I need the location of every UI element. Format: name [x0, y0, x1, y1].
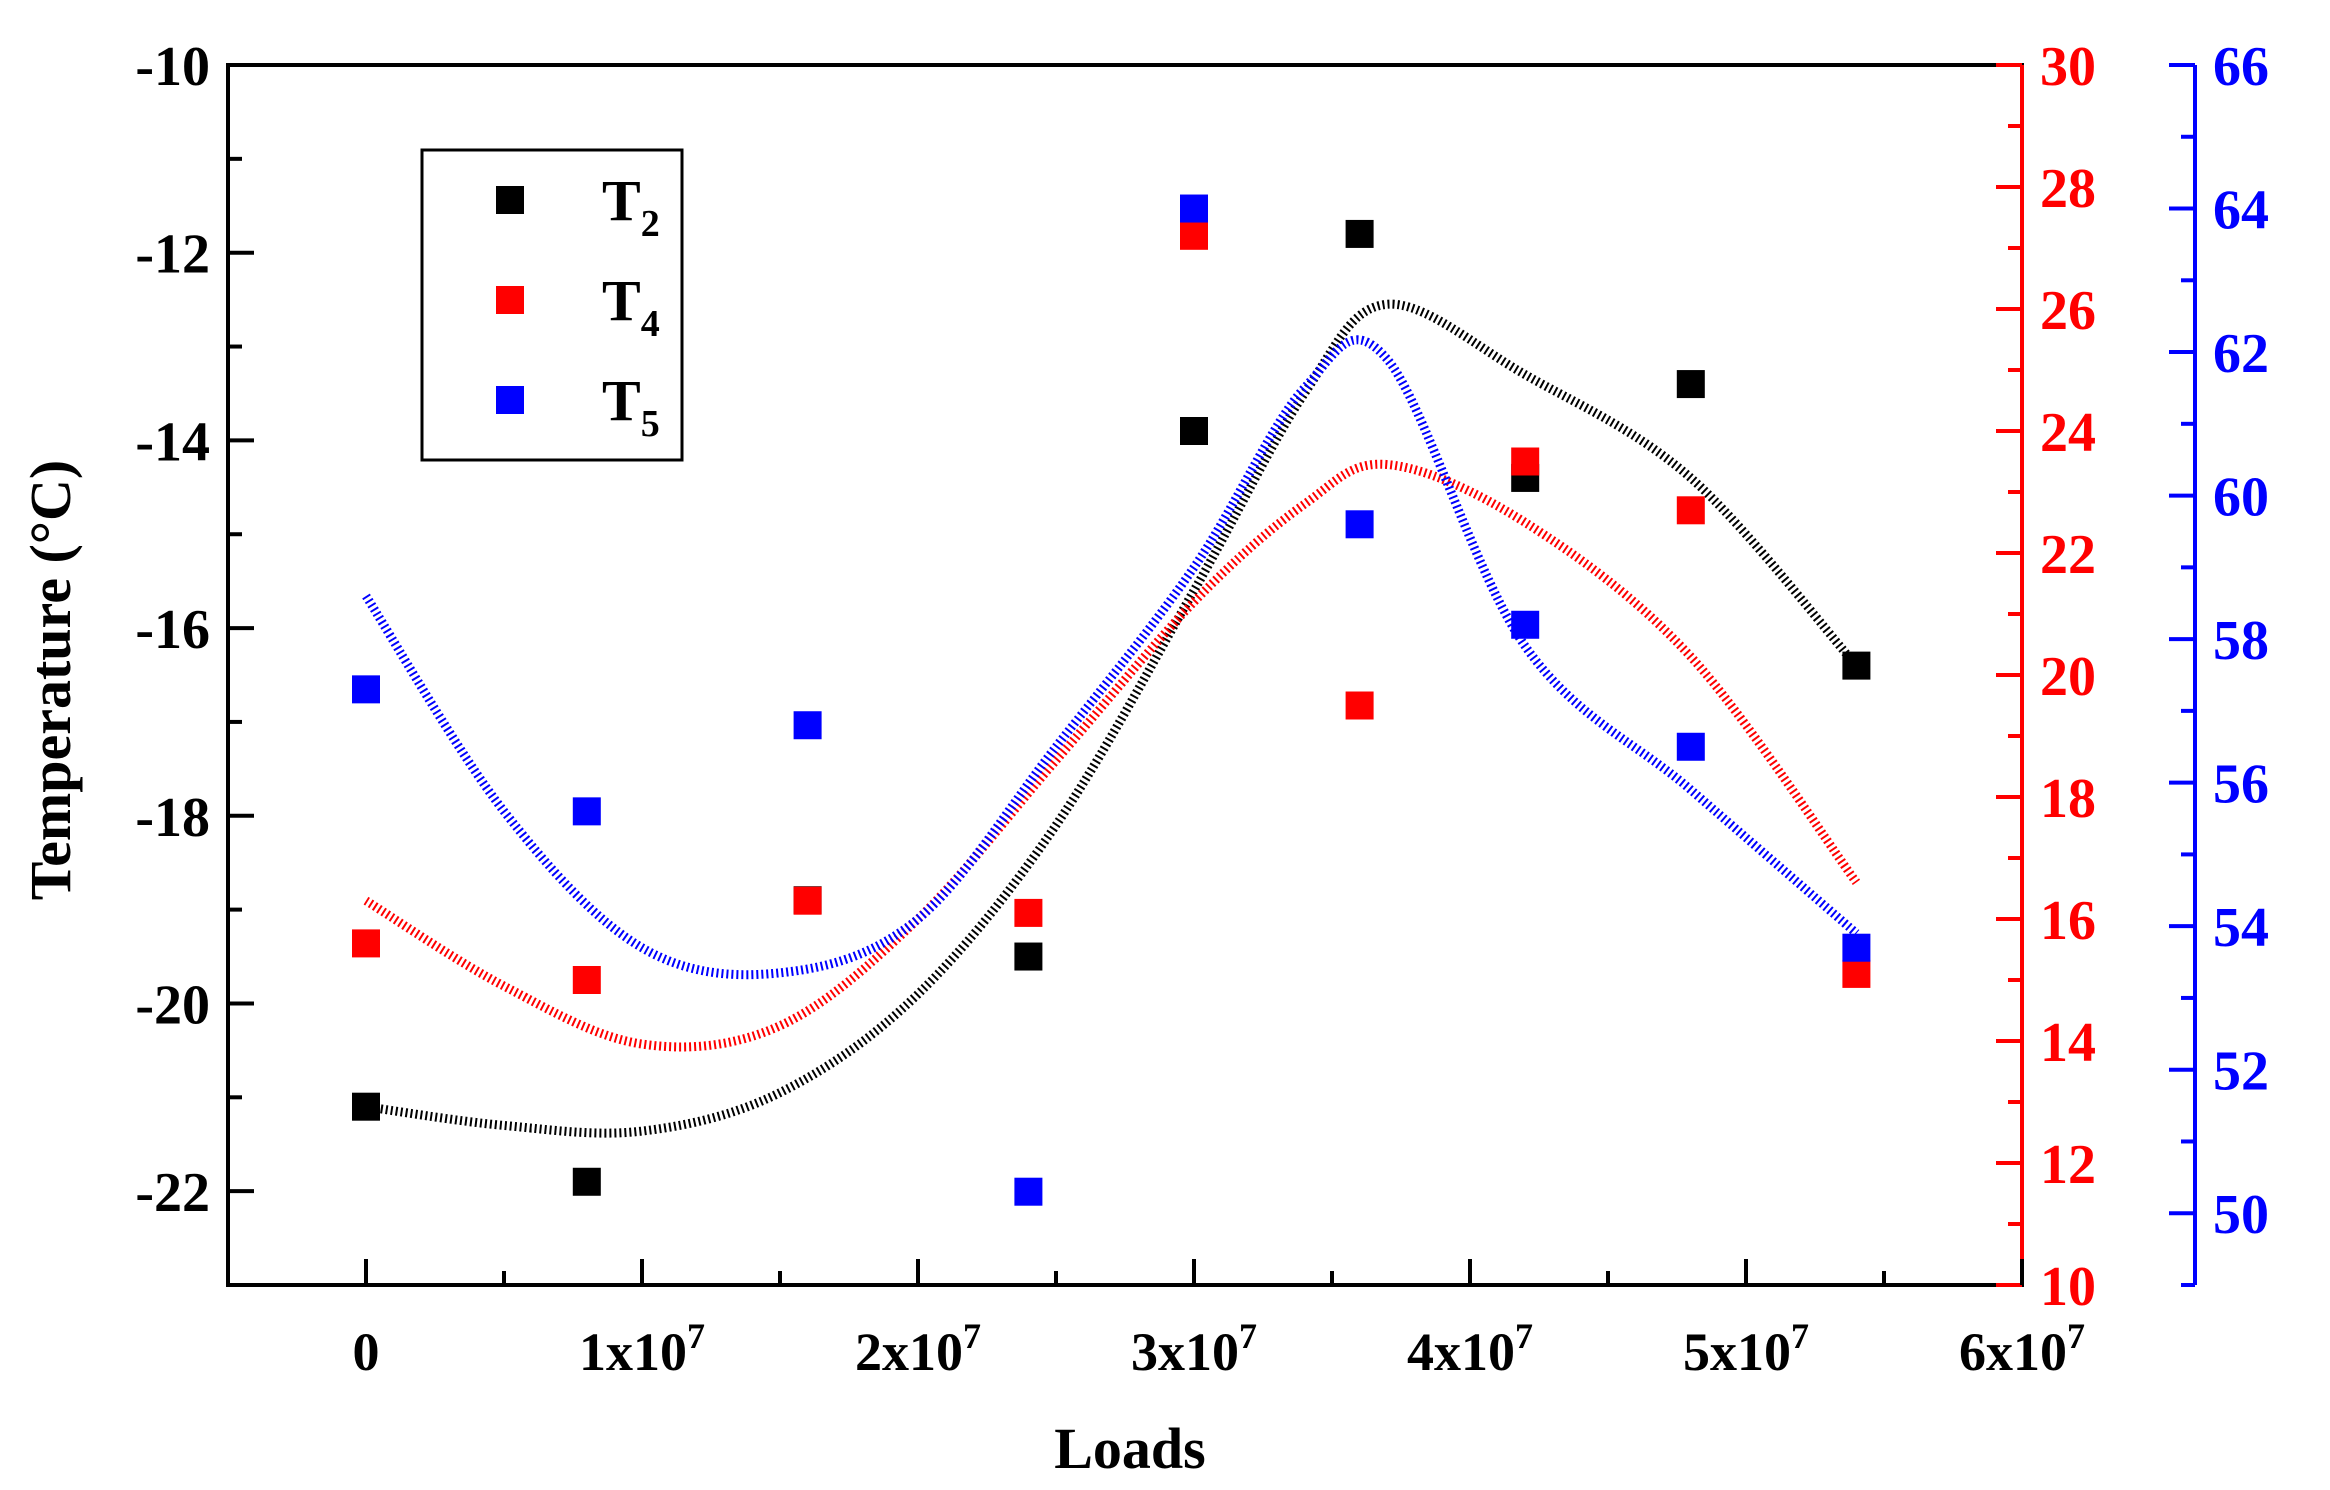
data-point-t4	[1345, 691, 1374, 720]
data-point-t4	[1180, 221, 1208, 250]
data-point-t2	[1676, 370, 1705, 399]
left-tick-label: -14	[135, 411, 210, 473]
x-tick-label: 6x107	[1959, 1316, 2085, 1382]
data-point-t4	[1676, 496, 1705, 525]
x-tick-label: 2x107	[855, 1316, 981, 1382]
data-point-t5	[1345, 510, 1374, 539]
data-point-t4	[572, 966, 601, 994]
right1-tick-label: 24	[2040, 402, 2096, 464]
data-point-t4	[1014, 898, 1043, 927]
left-y-axis: -22 -20 -18 -16 -14 -12 -10	[135, 36, 254, 1287]
right1-tick-label: 10	[2040, 1256, 2096, 1318]
right1-tick-label: 12	[2040, 1134, 2096, 1196]
y-axis-label: Temperature (°C)	[18, 460, 83, 900]
legend: T2 T4 T5	[420, 148, 684, 462]
x-tick-label: 3x107	[1131, 1316, 1257, 1382]
right1-tick-label: 14	[2040, 1012, 2096, 1074]
data-points	[352, 194, 1871, 1206]
x-tick-label: 4x107	[1407, 1316, 1533, 1382]
fit-curve-t2	[365, 299, 1860, 1138]
right2-tick-label: 64	[2213, 180, 2269, 242]
data-point-t2	[1014, 942, 1043, 971]
legend-marker-t2	[496, 186, 524, 214]
data-point-t5	[572, 797, 601, 826]
right2-tick-label: 52	[2213, 1041, 2269, 1103]
right2-tick-label: 66	[2213, 36, 2269, 98]
right1-tick-label: 22	[2040, 524, 2096, 586]
left-tick-label: -18	[135, 787, 210, 849]
x-axis: 0 1x107 2x107 3x107 4x107 5x107 6x107	[353, 1259, 2085, 1382]
right2-tick-label: 54	[2213, 897, 2269, 959]
right2-tick-label: 60	[2213, 467, 2269, 529]
data-point-t4	[352, 929, 380, 958]
legend-box	[420, 148, 684, 462]
data-point-t5	[352, 675, 380, 704]
right1-tick-label: 28	[2040, 158, 2096, 220]
left-tick-label: -10	[135, 36, 210, 98]
fit-curve-t4	[363, 459, 1861, 1052]
right1-tick-label: 20	[2040, 646, 2096, 708]
data-point-t5	[1842, 933, 1871, 962]
right2-tick-label: 50	[2213, 1184, 2269, 1246]
right-y-axis-t5: 50 52 54 56 58 60 62 64 66	[2169, 36, 2269, 1287]
data-point-t2	[1180, 417, 1208, 445]
data-point-t5	[1676, 732, 1705, 761]
data-point-t5	[1180, 194, 1208, 223]
right2-tick-label: 58	[2213, 610, 2269, 672]
legend-label-t2: T2	[602, 168, 660, 245]
left-tick-label: -20	[135, 974, 210, 1036]
data-point-t2	[352, 1092, 380, 1121]
legend-marker-t5	[496, 386, 524, 414]
legend-label-t5: T5	[602, 368, 660, 445]
x-axis-label: Loads	[1054, 1416, 1206, 1481]
fit-curves	[362, 299, 1861, 1138]
left-tick-label: -22	[135, 1162, 210, 1224]
left-tick-label: -12	[135, 224, 210, 286]
right-y-axis-t4: 10 12 14 16 18 20 22 24 26 28 30	[1996, 36, 2096, 1318]
data-point-t2	[572, 1167, 601, 1196]
legend-label-t4: T4	[602, 268, 660, 345]
right1-tick-label: 30	[2040, 36, 2096, 98]
x-tick-label: 5x107	[1683, 1316, 1809, 1382]
right2-tick-label: 56	[2213, 754, 2269, 816]
x-tick-label: 0	[353, 1322, 380, 1382]
data-point-t4	[793, 886, 822, 915]
left-tick-label: -16	[135, 599, 210, 661]
data-point-t2	[1345, 219, 1374, 248]
fit-curve-t5	[362, 335, 1860, 980]
data-point-t5	[1014, 1177, 1043, 1206]
right1-tick-label: 16	[2040, 890, 2096, 952]
data-point-t2	[1842, 651, 1871, 680]
legend-marker-t4	[496, 286, 524, 314]
right2-tick-label: 62	[2213, 323, 2269, 385]
data-point-t5	[793, 711, 822, 740]
data-point-t5	[1511, 610, 1540, 639]
data-point-t4	[1511, 447, 1540, 476]
x-tick-label: 1x107	[579, 1316, 705, 1382]
data-point-t4	[1842, 959, 1871, 988]
right1-tick-label: 18	[2040, 768, 2096, 830]
right1-tick-label: 26	[2040, 280, 2096, 342]
